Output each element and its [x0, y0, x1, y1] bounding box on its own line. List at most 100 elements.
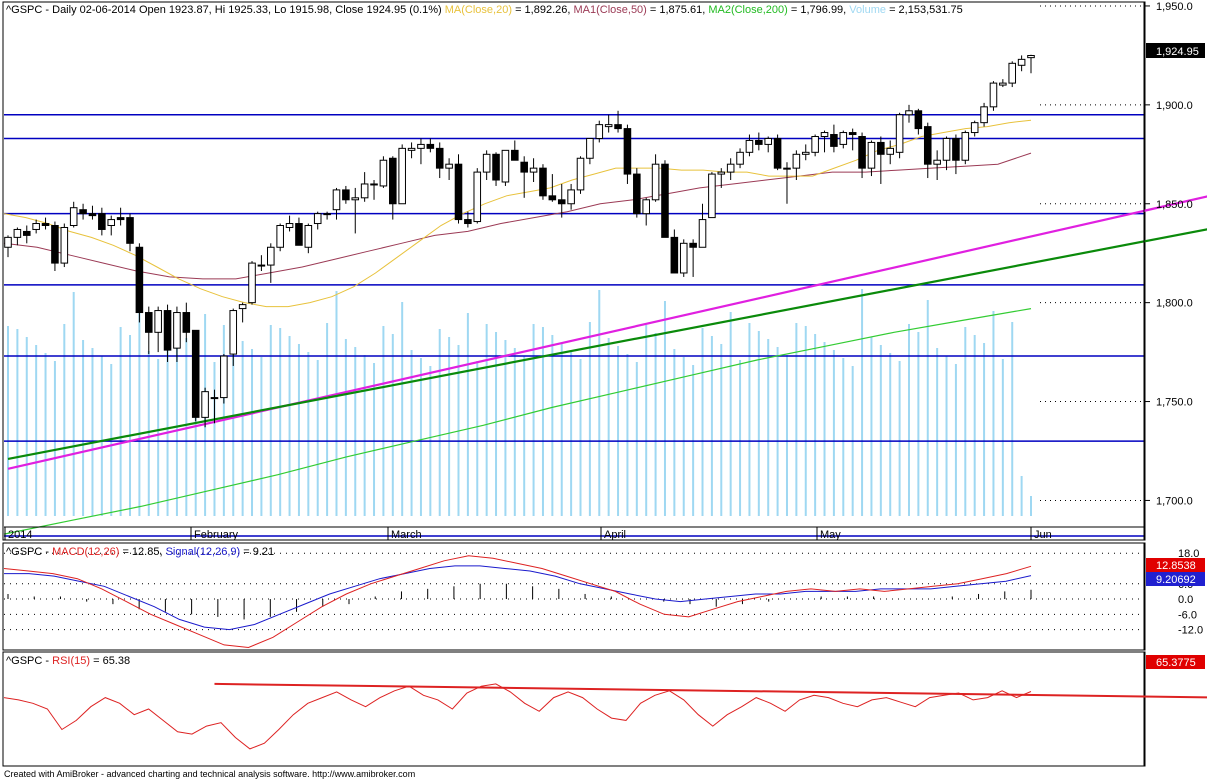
rsi-plot [3, 652, 1207, 766]
candle-body [679, 242, 688, 274]
candle-body [98, 213, 106, 230]
candle-body [942, 137, 951, 161]
y-tick-label: 1,800.0 [1156, 298, 1193, 310]
candle-body [923, 126, 932, 165]
candle-body [529, 167, 538, 173]
trendline-green [7, 228, 1207, 460]
candle-body [41, 223, 50, 227]
candle-body [1008, 62, 1017, 84]
candle-body [482, 153, 491, 173]
ma50-label: MA1(Close,50) [573, 4, 646, 16]
candle-body [276, 225, 284, 248]
candle-body [858, 136, 866, 169]
candle-body [220, 355, 228, 399]
candle-body [182, 312, 191, 333]
candle-body [398, 147, 406, 205]
candle-body [304, 225, 313, 248]
candlesticks [4, 54, 1035, 428]
candle-body [435, 147, 444, 169]
candle-body [389, 157, 397, 205]
candle-body [989, 82, 998, 108]
y-tick-label: 1,900.0 [1156, 100, 1193, 112]
last-price-text: 1,924.95 [1156, 46, 1199, 58]
candle-body [4, 236, 12, 248]
candle-body [351, 197, 360, 201]
candle-body [79, 209, 87, 215]
candle-body [595, 124, 604, 139]
candle-body [173, 312, 181, 349]
candle-body [342, 189, 350, 201]
signal-badge [1146, 572, 1205, 586]
ma200-label: MA2(Close,200) [708, 4, 787, 16]
y-tick-label: 1,750.0 [1156, 397, 1193, 409]
macd-plot: 18.06.00.0-6.0-12.0 [3, 543, 1203, 650]
trendline-magenta [7, 195, 1207, 470]
candle-body [144, 312, 153, 333]
candle-body [464, 219, 472, 225]
candle-body [539, 167, 547, 197]
rsi-label: RSI(15) [52, 655, 90, 667]
ma200-value: = 1,796.99, [791, 4, 846, 16]
signal-label: Signal(12,26,9) [166, 546, 241, 558]
candle-body [604, 124, 613, 128]
last-price-badge [1146, 43, 1205, 58]
candle-body [905, 110, 913, 116]
date-axis: 2014 February March April May Jun [4, 526, 1144, 541]
candle-body [745, 139, 754, 153]
candle-body [295, 223, 303, 246]
candle-body [313, 213, 322, 225]
rsi-line [3, 683, 1032, 750]
candle-body [370, 183, 378, 186]
candle-body [933, 159, 941, 165]
candle-body [407, 147, 416, 151]
macd-pane [2, 542, 1146, 651]
candle-body [163, 310, 172, 351]
candle-body [1027, 55, 1035, 59]
candle-body [736, 151, 744, 165]
candle-body [877, 141, 885, 155]
y-tick-label: 1,950.0 [1156, 1, 1193, 13]
candle-body [961, 132, 970, 161]
macd-line [3, 555, 1032, 649]
candle-body [726, 163, 735, 173]
candle-body [51, 225, 59, 264]
candle-body [332, 189, 341, 211]
candle-body [755, 139, 763, 145]
candle-body [548, 195, 557, 201]
x-tick-label: April [604, 529, 626, 541]
macd-tick-label: -12.0 [1178, 625, 1203, 637]
x-tick-label: February [194, 529, 239, 541]
candle-body [257, 264, 266, 267]
x-tick-label: 2014 [8, 529, 32, 541]
macd-tick-label: 18.0 [1178, 548, 1199, 560]
y-tick-label: 1,850.0 [1156, 199, 1193, 211]
candle-body [698, 219, 707, 248]
candle-body [13, 228, 22, 238]
candle-body [839, 132, 848, 145]
candle-body [88, 213, 97, 217]
candle-body [689, 242, 697, 248]
candle-body [614, 124, 622, 130]
rsi-badge [1146, 655, 1205, 669]
signal-badge-text: 9.20692 [1156, 574, 1196, 586]
candle-body [69, 207, 78, 227]
candle-body [633, 173, 641, 215]
candle-body [1017, 58, 1026, 66]
candle-body [651, 163, 660, 201]
candle-body [360, 183, 369, 199]
ma20-value: = 1,892.26, [515, 4, 570, 16]
ma50-value: = 1,875.61, [650, 4, 705, 16]
candle-body [520, 161, 528, 173]
volume-value: = 2,153,531.75 [889, 4, 963, 16]
bar-info: Daily 02-06-2014 Open 1923.87, Hi 1925.3… [52, 4, 442, 16]
candle-body [670, 236, 679, 274]
candle-body [848, 132, 857, 136]
trendlines [7, 195, 1207, 470]
rsi-trendline [214, 682, 1207, 699]
rsi-badge-text: 65.3775 [1156, 657, 1196, 669]
macd-badge-text: 12.8538 [1156, 560, 1196, 572]
candle-body [285, 223, 294, 228]
candle-body [501, 149, 510, 183]
candle-body [830, 134, 838, 147]
